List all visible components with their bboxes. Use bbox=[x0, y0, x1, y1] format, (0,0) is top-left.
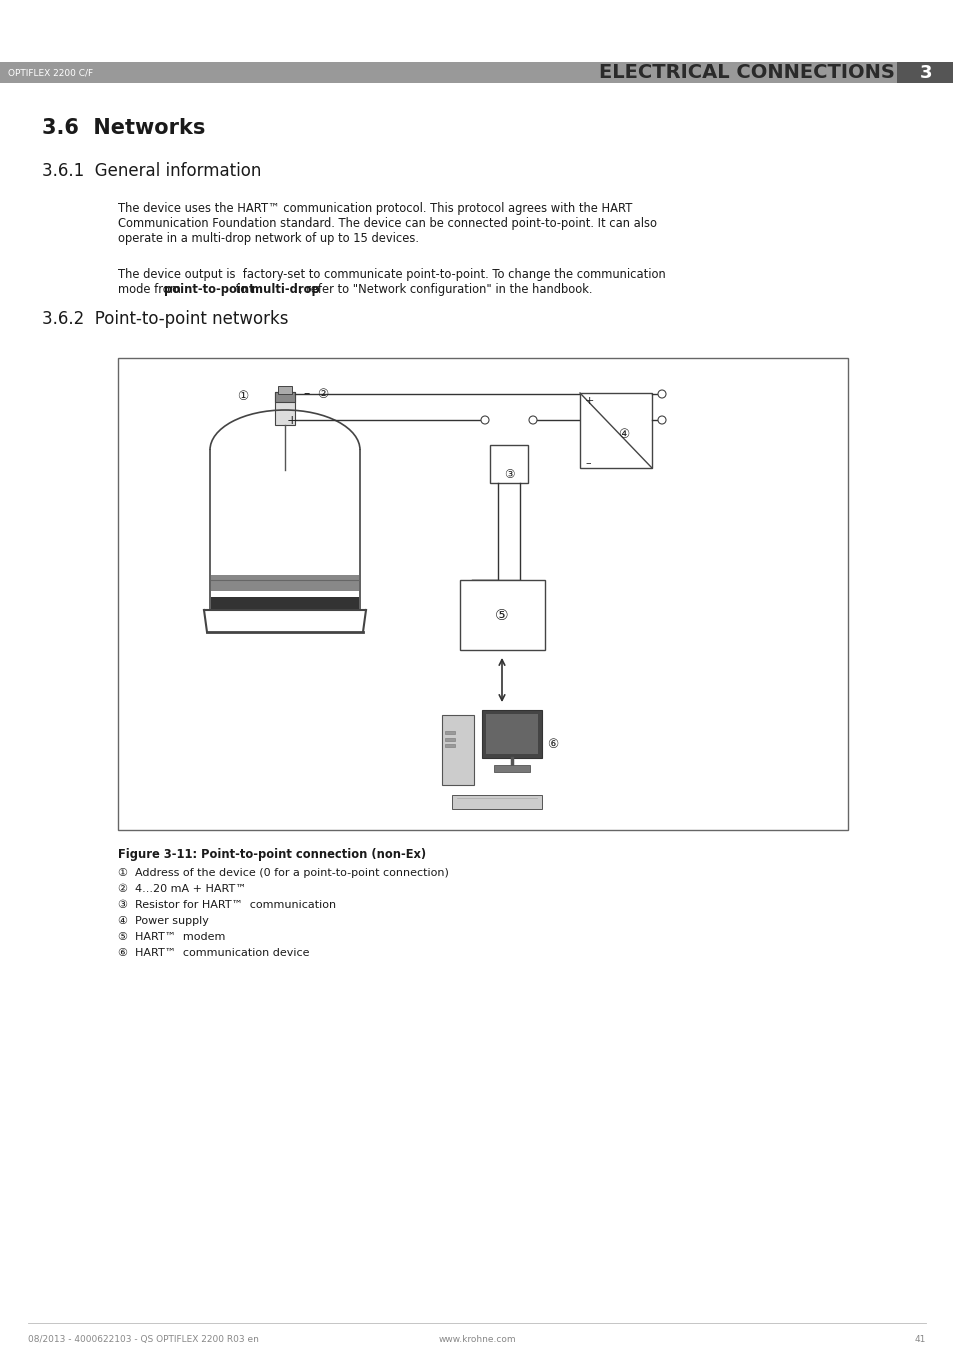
Text: ①: ① bbox=[237, 390, 249, 404]
Text: ⑥: ⑥ bbox=[546, 739, 558, 751]
Text: Communication Foundation standard. The device can be connected point-to-point. I: Communication Foundation standard. The d… bbox=[118, 218, 657, 230]
Bar bbox=[444, 738, 455, 740]
Bar bbox=[459, 580, 544, 650]
Text: +: + bbox=[287, 413, 297, 427]
Text: 3.6.2  Point-to-point networks: 3.6.2 Point-to-point networks bbox=[42, 309, 288, 328]
Text: mode from: mode from bbox=[118, 282, 184, 296]
Text: to: to bbox=[232, 282, 251, 296]
Text: The device uses the HART™ communication protocol. This protocol agrees with the : The device uses the HART™ communication … bbox=[118, 203, 632, 215]
Text: multi-drop: multi-drop bbox=[251, 282, 319, 296]
Bar bbox=[274, 392, 294, 403]
Bar bbox=[211, 597, 358, 609]
Bar bbox=[579, 393, 651, 467]
Text: +: + bbox=[584, 396, 594, 407]
Bar bbox=[441, 715, 474, 785]
Text: 3.6  Networks: 3.6 Networks bbox=[42, 118, 205, 138]
Text: operate in a multi-drop network of up to 15 devices.: operate in a multi-drop network of up to… bbox=[118, 232, 418, 245]
Circle shape bbox=[658, 416, 665, 424]
Text: ⑤: ⑤ bbox=[495, 608, 508, 623]
Bar bbox=[490, 444, 527, 484]
Text: ③: ③ bbox=[503, 467, 514, 481]
Bar bbox=[211, 576, 358, 590]
Bar bbox=[481, 711, 541, 758]
Bar bbox=[494, 765, 530, 771]
Text: www.krohne.com: www.krohne.com bbox=[437, 1335, 516, 1344]
Text: ④  Power supply: ④ Power supply bbox=[118, 916, 209, 925]
Bar bbox=[0, 62, 953, 82]
Text: ②  4...20 mA + HART™: ② 4...20 mA + HART™ bbox=[118, 884, 246, 894]
Text: ①  Address of the device (0 for a point-to-point connection): ① Address of the device (0 for a point-t… bbox=[118, 867, 449, 878]
Bar bbox=[118, 358, 847, 830]
Text: ⑤  HART™  modem: ⑤ HART™ modem bbox=[118, 932, 225, 942]
Text: ⑥  HART™  communication device: ⑥ HART™ communication device bbox=[118, 948, 309, 958]
Text: ②: ② bbox=[316, 388, 328, 400]
Bar bbox=[277, 386, 292, 394]
Bar bbox=[444, 731, 455, 734]
Bar bbox=[896, 62, 953, 82]
Text: 3.6.1  General information: 3.6.1 General information bbox=[42, 162, 261, 180]
Circle shape bbox=[480, 416, 489, 424]
Bar bbox=[444, 744, 455, 747]
Text: 08/2013 - 4000622103 - QS OPTIFLEX 2200 R03 en: 08/2013 - 4000622103 - QS OPTIFLEX 2200 … bbox=[28, 1335, 258, 1344]
Text: 41: 41 bbox=[914, 1335, 925, 1344]
Circle shape bbox=[658, 390, 665, 399]
Text: OPTIFLEX 2200 C/F: OPTIFLEX 2200 C/F bbox=[8, 68, 93, 77]
Circle shape bbox=[529, 416, 537, 424]
Text: ③  Resistor for HART™  communication: ③ Resistor for HART™ communication bbox=[118, 900, 335, 911]
Text: point-to-point: point-to-point bbox=[164, 282, 254, 296]
Bar bbox=[485, 713, 537, 754]
Text: The device output is  factory-set to communicate point-to-point. To change the c: The device output is factory-set to comm… bbox=[118, 267, 665, 281]
Text: –: – bbox=[303, 388, 309, 400]
Bar bbox=[274, 392, 294, 426]
Text: 3: 3 bbox=[919, 63, 931, 81]
Text: –: – bbox=[584, 458, 590, 467]
Text: ELECTRICAL CONNECTIONS: ELECTRICAL CONNECTIONS bbox=[598, 63, 894, 82]
Text: Figure 3-11: Point-to-point connection (non-Ex): Figure 3-11: Point-to-point connection (… bbox=[118, 848, 426, 861]
Text: ④: ④ bbox=[618, 428, 629, 442]
Text: , refer to "Network configuration" in the handbook.: , refer to "Network configuration" in th… bbox=[299, 282, 592, 296]
Bar bbox=[452, 794, 541, 809]
